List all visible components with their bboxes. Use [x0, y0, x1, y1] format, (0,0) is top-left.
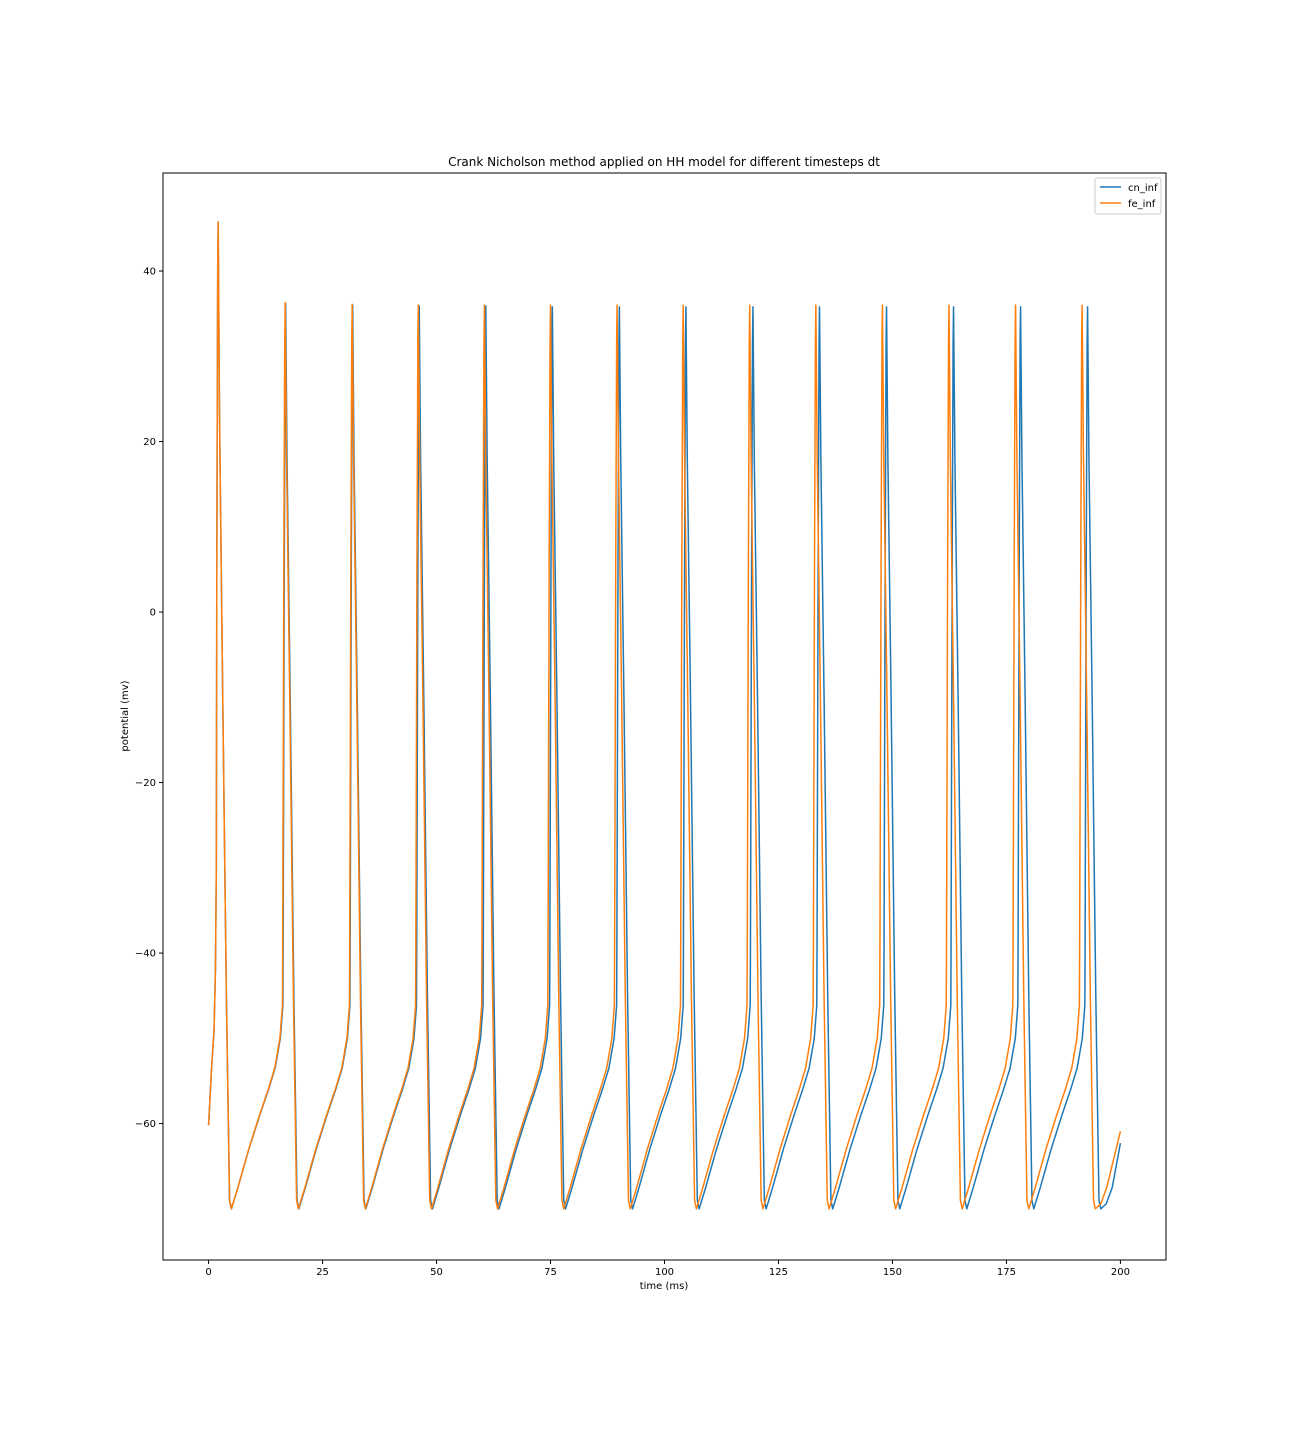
y-tick-label: 40 — [143, 267, 156, 278]
legend-label-fe-inf: fe_inf — [1128, 199, 1156, 210]
x-tick-label: 75 — [544, 1267, 557, 1278]
chart-title: Crank Nicholson method applied on HH mod… — [448, 155, 880, 169]
x-axis-ticks: 0 25 50 75 100 125 150 175 200 — [205, 1260, 1130, 1278]
series-layer — [207, 220, 1122, 1210]
legend-label-cn-inf: cn_inf — [1128, 183, 1158, 194]
x-tick-label: 25 — [316, 1267, 329, 1278]
y-tick-label: −40 — [135, 949, 156, 960]
legend: cn_inf fe_inf — [1094, 177, 1162, 215]
series-line-fe-inf — [207, 220, 1122, 1210]
y-axis-label: potential (mv) — [120, 680, 131, 751]
x-tick-label: 125 — [769, 1267, 788, 1278]
y-axis-ticks: −60 −40 −20 0 20 40 — [135, 267, 163, 1130]
y-tick-label: 20 — [143, 437, 156, 448]
x-tick-label: 50 — [430, 1267, 443, 1278]
x-tick-label: 100 — [655, 1267, 674, 1278]
y-tick-label: −20 — [135, 778, 156, 789]
x-axis-label: time (ms) — [640, 1281, 689, 1292]
x-tick-label: 150 — [883, 1267, 902, 1278]
y-tick-label: −60 — [135, 1119, 156, 1130]
x-tick-label: 200 — [1111, 1267, 1130, 1278]
x-tick-label: 175 — [997, 1267, 1016, 1278]
y-tick-label: 0 — [150, 608, 156, 619]
x-tick-label: 0 — [205, 1267, 211, 1278]
